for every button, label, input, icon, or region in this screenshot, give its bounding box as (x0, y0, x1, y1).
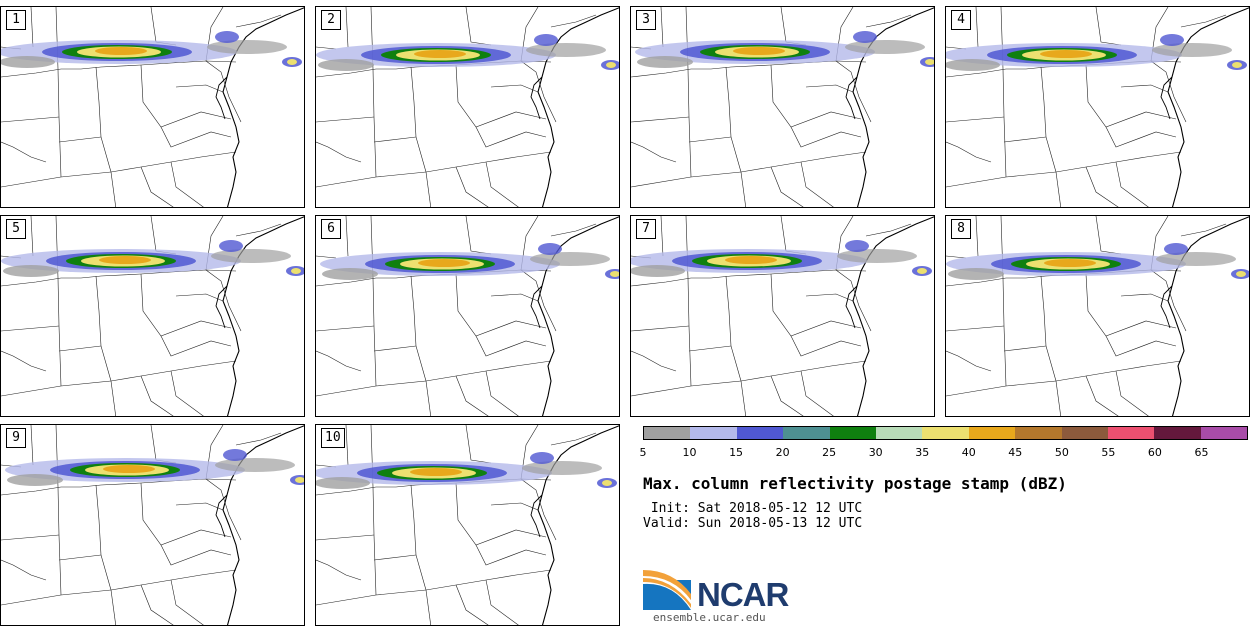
map-panel-9: 9 (0, 424, 305, 626)
base-map (946, 216, 1249, 416)
ensemble-url[interactable]: ensemble.ucar.edu (653, 611, 766, 624)
colorbar-tick-label: 35 (915, 446, 930, 459)
map-panel-6: 6 (315, 215, 620, 417)
colorbar-tick-label: 45 (1008, 446, 1023, 459)
member-label: 2 (321, 10, 341, 30)
base-map (631, 216, 934, 416)
valid-time: Valid: Sun 2018-05-13 12 UTC (643, 516, 863, 531)
member-label: 6 (321, 219, 341, 239)
ncar-wordmark: NCAR (697, 576, 789, 613)
colorbar-ticks: 5 10 15 20 25 30 35 40 45 50 55 60 65 (639, 446, 1248, 460)
colorbar (643, 426, 1248, 440)
plot-title: Max. column reflectivity postage stamp (… (643, 474, 1067, 493)
colorbar-tick-label: 50 (1054, 446, 1069, 459)
map-panel-4: 4 (945, 6, 1250, 208)
colorbar-tick-label: 60 (1147, 446, 1162, 459)
map-panel-8: 8 (945, 215, 1250, 417)
colorbar-tick-label: 30 (868, 446, 883, 459)
colorbar-tick-label: 40 (961, 446, 976, 459)
member-label: 7 (636, 219, 656, 239)
colorbar-tick-label: 25 (822, 446, 837, 459)
member-label: 1 (6, 10, 26, 30)
colorbar-segment (1154, 427, 1201, 439)
init-time: Init: Sat 2018-05-12 12 UTC (643, 501, 863, 516)
member-label: 4 (951, 10, 971, 30)
base-map (316, 425, 619, 625)
colorbar-tick-label: 15 (729, 446, 744, 459)
member-label: 8 (951, 219, 971, 239)
base-map (1, 7, 304, 207)
member-label: 5 (6, 219, 26, 239)
base-map (1, 216, 304, 416)
colorbar-tick-label: 65 (1194, 446, 1209, 459)
colorbar-segment (1015, 427, 1062, 439)
colorbar-segment (644, 427, 691, 439)
base-map (316, 7, 619, 207)
colorbar-tick-label: 20 (775, 446, 790, 459)
colorbar-segment (736, 427, 784, 439)
colorbar-segment (690, 427, 737, 439)
member-label: 3 (636, 10, 656, 30)
colorbar-segment (783, 427, 830, 439)
map-panel-1: 1 (0, 6, 305, 208)
map-panel-2: 2 (315, 6, 620, 208)
colorbar-segment (1061, 427, 1108, 439)
colorbar-tick-label: 5 (639, 446, 647, 459)
base-map (1, 425, 304, 625)
member-label: 9 (6, 428, 26, 448)
colorbar-tick-label: 10 (682, 446, 697, 459)
base-map (316, 216, 619, 416)
colorbar-segment (1107, 427, 1155, 439)
colorbar-segment (829, 427, 876, 439)
base-map (946, 7, 1249, 207)
colorbar-tick-label: 55 (1101, 446, 1116, 459)
map-panel-10: 10 (315, 424, 620, 626)
map-panel-5: 5 (0, 215, 305, 417)
ncar-logo-icon (643, 570, 691, 610)
colorbar-segment (922, 427, 969, 439)
map-panel-3: 3 (630, 6, 935, 208)
map-panel-7: 7 (630, 215, 935, 417)
colorbar-segment (1200, 427, 1248, 439)
colorbar-segment (968, 427, 1016, 439)
member-label: 10 (321, 428, 345, 448)
colorbar-segment (875, 427, 923, 439)
base-map (631, 7, 934, 207)
